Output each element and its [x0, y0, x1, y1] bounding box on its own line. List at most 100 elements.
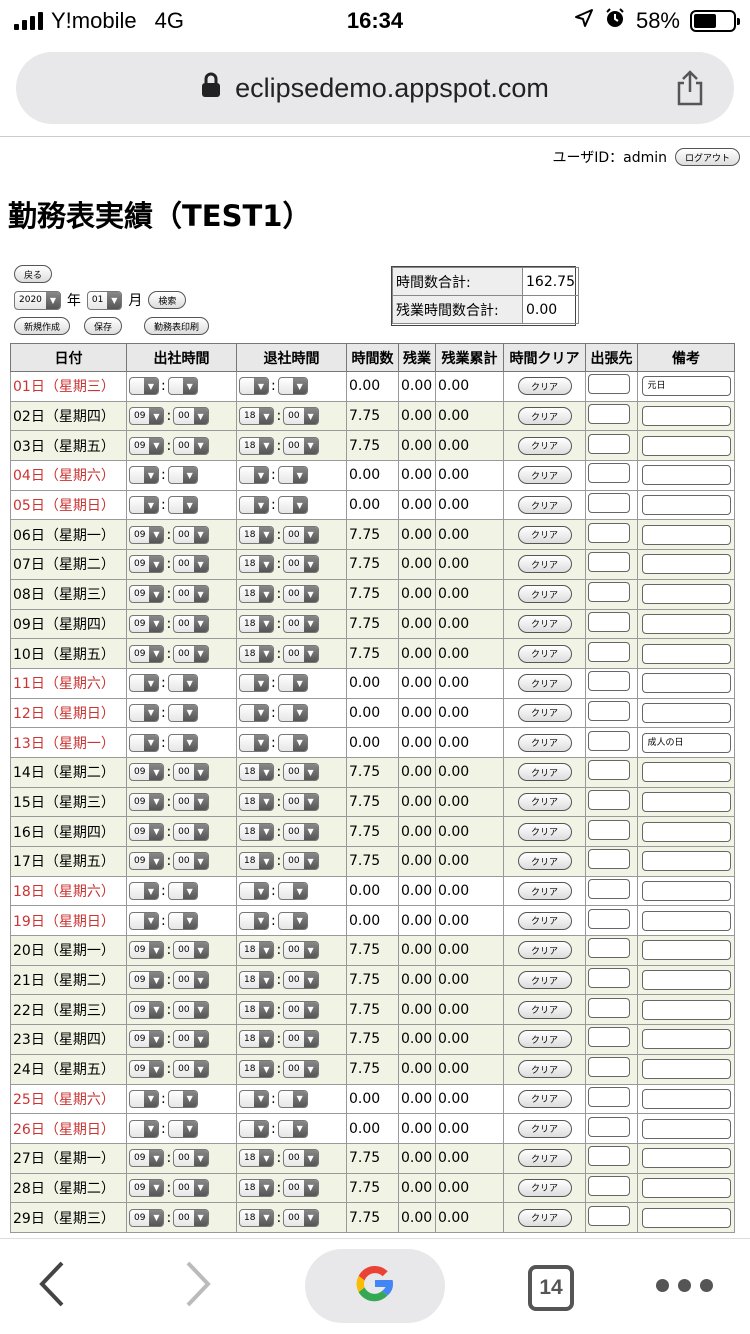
trip-input[interactable] [588, 582, 630, 603]
start-hour-select[interactable]: ▼ [129, 911, 159, 930]
trip-input[interactable] [588, 374, 630, 395]
trip-input[interactable] [588, 700, 630, 721]
start-hour-select[interactable]: 09 ▼ [129, 941, 165, 960]
clear-button[interactable]: クリア [517, 1089, 572, 1108]
clear-button[interactable]: クリア [517, 1178, 572, 1197]
start-hour-select[interactable]: ▼ [129, 733, 159, 752]
clear-button[interactable]: クリア [517, 852, 572, 871]
clear-button[interactable]: クリア [517, 882, 572, 901]
start-minute-select[interactable]: 00 ▼ [173, 525, 209, 544]
clear-button[interactable]: クリア [517, 941, 572, 960]
start-hour-select[interactable]: ▼ [129, 466, 159, 485]
note-input[interactable] [641, 495, 731, 516]
trip-input[interactable] [588, 463, 630, 484]
start-minute-select[interactable]: ▼ [167, 911, 198, 930]
trip-input[interactable] [588, 760, 630, 781]
clear-button[interactable]: クリア [517, 1060, 572, 1079]
end-minute-select[interactable]: 00 ▼ [283, 525, 319, 544]
start-minute-select[interactable]: 00 ▼ [173, 585, 209, 604]
note-input[interactable] [641, 1118, 731, 1139]
end-minute-select[interactable]: 00 ▼ [283, 1149, 319, 1168]
end-minute-select[interactable]: ▼ [277, 882, 308, 901]
end-hour-select[interactable]: ▼ [239, 466, 269, 485]
trip-input[interactable] [588, 997, 630, 1018]
end-minute-select[interactable]: 00 ▼ [283, 407, 319, 426]
note-input[interactable] [641, 1148, 731, 1169]
start-minute-select[interactable]: 00 ▼ [173, 614, 209, 633]
start-hour-select[interactable]: 09 ▼ [129, 525, 165, 544]
start-minute-select[interactable]: ▼ [167, 703, 198, 722]
end-minute-select[interactable]: ▼ [277, 466, 308, 485]
end-minute-select[interactable]: ▼ [277, 674, 308, 693]
start-minute-select[interactable]: 00 ▼ [173, 852, 209, 871]
end-hour-select[interactable]: 18 ▼ [239, 555, 275, 574]
end-hour-select[interactable]: 18 ▼ [239, 852, 275, 871]
end-hour-select[interactable]: ▼ [239, 674, 269, 693]
note-input[interactable] [641, 584, 731, 605]
start-minute-select[interactable]: ▼ [167, 496, 198, 515]
back-button[interactable]: 戻る [14, 265, 53, 283]
trip-input[interactable] [588, 1146, 630, 1167]
end-minute-select[interactable]: ▼ [277, 1119, 308, 1138]
trip-input[interactable] [588, 552, 630, 573]
start-minute-select[interactable]: 00 ▼ [173, 555, 209, 574]
forward-arrow-icon[interactable] [184, 1259, 214, 1318]
note-input[interactable] [641, 881, 731, 902]
clear-button[interactable]: クリア [517, 763, 572, 782]
note-input[interactable] [641, 435, 731, 456]
logout-button[interactable]: ログアウト [674, 148, 740, 166]
note-input[interactable] [641, 910, 731, 931]
note-input[interactable] [641, 643, 731, 664]
search-button[interactable]: 検索 [148, 291, 187, 309]
start-hour-select[interactable]: ▼ [129, 496, 159, 515]
trip-input[interactable] [588, 1027, 630, 1048]
note-input[interactable] [641, 702, 731, 723]
start-hour-select[interactable]: 09 ▼ [129, 436, 165, 455]
note-input[interactable]: 成人の日 [641, 732, 731, 753]
start-hour-select[interactable]: ▼ [129, 674, 159, 693]
clear-button[interactable]: クリア [517, 1119, 572, 1138]
trip-input[interactable] [588, 641, 630, 662]
start-hour-select[interactable]: 09 ▼ [129, 1149, 165, 1168]
end-hour-select[interactable]: ▼ [239, 1089, 269, 1108]
start-minute-select[interactable]: ▼ [167, 1119, 198, 1138]
clear-button[interactable]: クリア [517, 733, 572, 752]
note-input[interactable] [641, 851, 731, 872]
note-input[interactable]: 元日 [641, 376, 731, 397]
note-input[interactable] [641, 554, 731, 575]
note-input[interactable] [641, 406, 731, 427]
end-hour-select[interactable]: 18 ▼ [239, 585, 275, 604]
start-hour-select[interactable]: 09 ▼ [129, 1060, 165, 1079]
end-minute-select[interactable]: 00 ▼ [283, 555, 319, 574]
print-button[interactable]: 勤務表印刷 [144, 317, 210, 335]
note-input[interactable] [641, 673, 731, 694]
trip-input[interactable] [588, 493, 630, 514]
share-icon[interactable] [674, 70, 706, 113]
address-bar[interactable]: eclipsedemo.appspot.com [16, 52, 734, 124]
start-hour-select[interactable]: 09 ▼ [129, 852, 165, 871]
end-hour-select[interactable]: ▼ [239, 911, 269, 930]
clear-button[interactable]: クリア [517, 703, 572, 722]
trip-input[interactable] [588, 404, 630, 425]
start-minute-select[interactable]: 00 ▼ [173, 1000, 209, 1019]
start-hour-select[interactable]: 09 ▼ [129, 763, 165, 782]
save-button[interactable]: 保存 [84, 317, 123, 335]
clear-button[interactable]: クリア [517, 466, 572, 485]
start-hour-select[interactable]: ▼ [129, 1089, 159, 1108]
clear-button[interactable]: クリア [517, 1208, 572, 1227]
end-minute-select[interactable]: 00 ▼ [283, 1060, 319, 1079]
trip-input[interactable] [588, 1086, 630, 1107]
trip-input[interactable] [588, 849, 630, 870]
start-hour-select[interactable]: 09 ▼ [129, 585, 165, 604]
end-hour-select[interactable]: 18 ▼ [239, 941, 275, 960]
end-hour-select[interactable]: 18 ▼ [239, 644, 275, 663]
start-minute-select[interactable]: 00 ▼ [173, 941, 209, 960]
note-input[interactable] [641, 524, 731, 545]
end-minute-select[interactable]: 00 ▼ [283, 822, 319, 841]
note-input[interactable] [641, 1177, 731, 1198]
start-minute-select[interactable]: 00 ▼ [173, 1030, 209, 1049]
clear-button[interactable]: クリア [517, 911, 572, 930]
clear-button[interactable]: クリア [517, 614, 572, 633]
note-input[interactable] [641, 791, 731, 812]
clear-button[interactable]: クリア [517, 644, 572, 663]
